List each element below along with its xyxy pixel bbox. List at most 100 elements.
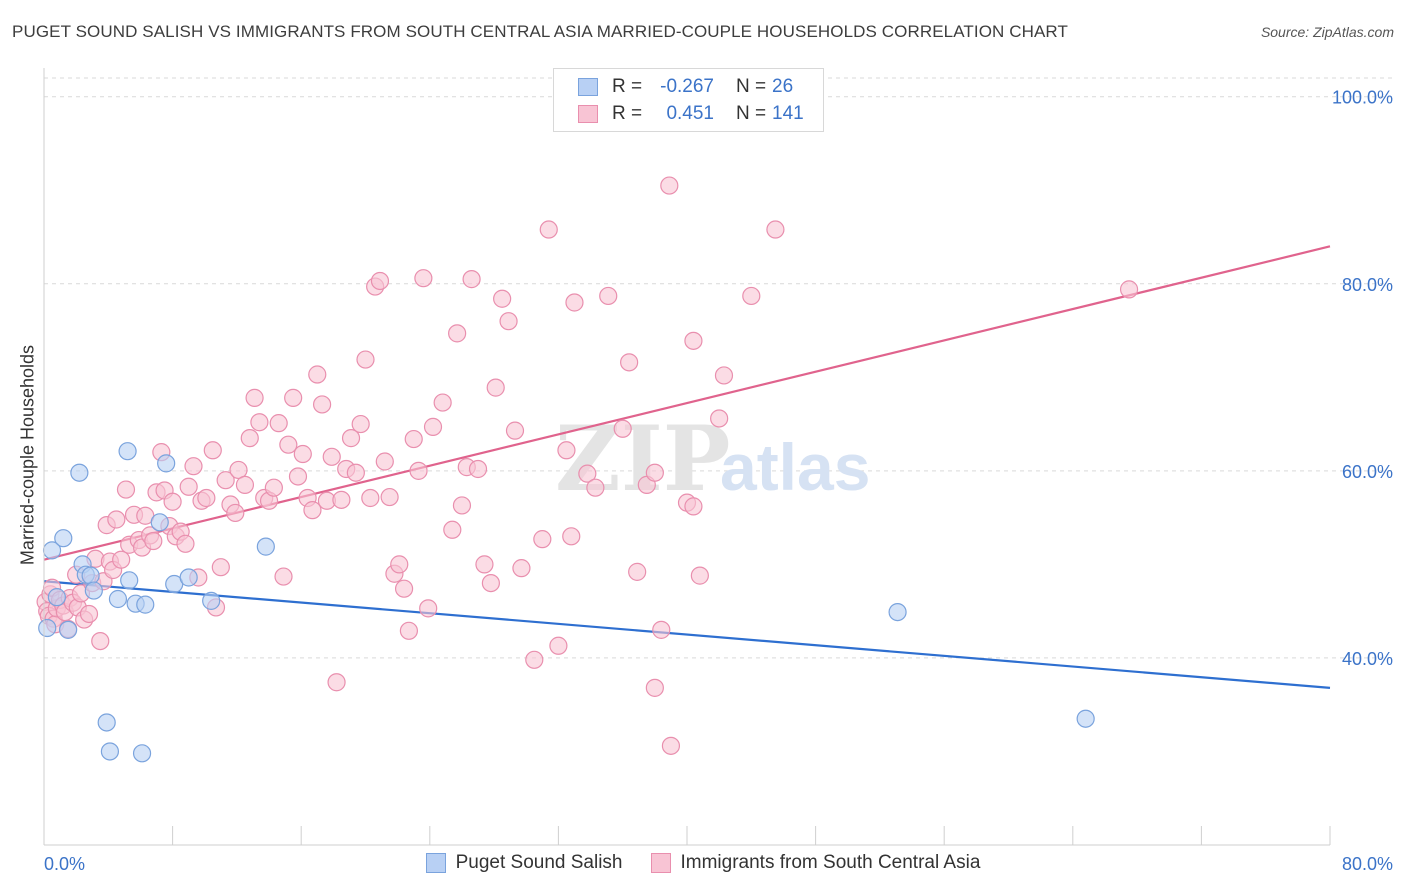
point-immigrants — [293, 444, 312, 464]
point-immigrants — [660, 176, 679, 195]
point-immigrants — [468, 459, 488, 479]
point-immigrants — [423, 417, 443, 436]
point-puget — [179, 568, 198, 587]
y-tick-label: 80.0% — [1342, 275, 1393, 295]
legend-item-puget[interactable]: Puget Sound Salish — [425, 852, 623, 874]
point-immigrants — [303, 501, 322, 520]
point-immigrants — [613, 419, 632, 438]
watermark-atlas: atlas — [720, 430, 870, 504]
point-immigrants — [1119, 280, 1139, 299]
point-immigrants — [226, 503, 245, 523]
point-immigrants — [332, 490, 351, 509]
y-tick-label: 40.0% — [1342, 649, 1393, 669]
point-immigrants — [486, 378, 505, 397]
point-immigrants — [557, 441, 576, 460]
stats-row-immigrants: R = 0.451 N = 141 — [554, 100, 804, 128]
trend-line-puget — [43, 580, 1331, 689]
point-immigrants — [562, 527, 581, 546]
legend-label-immigrants: Immigrants from South Central Asia — [680, 852, 981, 873]
point-immigrants — [322, 447, 341, 466]
point-immigrants — [356, 350, 375, 369]
point-puget — [97, 713, 116, 732]
point-immigrants — [684, 497, 703, 516]
point-immigrants — [645, 678, 664, 697]
stats-r-label: R = — [612, 76, 643, 97]
point-immigrants — [690, 566, 709, 585]
point-immigrants — [462, 270, 481, 289]
stats-n-label: N = — [736, 103, 767, 124]
point-puget — [202, 591, 221, 610]
point-immigrants — [661, 736, 681, 755]
point-immigrants — [240, 429, 259, 448]
point-immigrants — [452, 496, 472, 515]
point-puget — [157, 454, 176, 473]
point-puget — [150, 513, 169, 532]
point-immigrants — [448, 324, 467, 343]
x-tick-label: 80.0% — [1342, 854, 1393, 874]
point-puget — [70, 463, 89, 482]
stats-r-value: -0.267 — [660, 76, 714, 97]
y-tick-label: 100.0% — [1332, 88, 1393, 108]
point-immigrants — [399, 621, 419, 640]
watermark-zip: ZIP — [555, 406, 730, 512]
chart-title: PUGET SOUND SALISH VS IMMIGRANTS FROM SO… — [12, 22, 1068, 41]
point-immigrants — [475, 555, 494, 574]
point-immigrants — [499, 312, 518, 331]
source-credit: Source: ZipAtlas.com — [1260, 24, 1394, 40]
point-puget — [84, 581, 103, 600]
stats-swatch-immigrants — [578, 105, 598, 123]
point-immigrants — [620, 353, 639, 372]
point-immigrants — [361, 488, 380, 508]
point-immigrants — [279, 435, 298, 454]
point-puget — [47, 588, 66, 607]
point-immigrants — [414, 269, 433, 288]
point-immigrants — [112, 550, 131, 569]
point-immigrants — [327, 673, 346, 692]
point-puget — [100, 742, 120, 761]
point-immigrants — [375, 452, 394, 471]
point-immigrants — [586, 478, 605, 497]
point-immigrants — [245, 388, 264, 407]
point-immigrants — [269, 414, 288, 433]
point-immigrants — [409, 461, 428, 480]
point-immigrants — [264, 478, 283, 497]
point-immigrants — [404, 429, 423, 449]
point-immigrants — [512, 559, 531, 578]
point-immigrants — [742, 286, 761, 306]
point-immigrants — [346, 463, 365, 482]
point-immigrants — [274, 567, 293, 586]
legend-item-immigrants[interactable]: Immigrants from South Central Asia — [650, 852, 981, 874]
stats-n-label: N = — [736, 76, 767, 97]
point-immigrants — [229, 460, 248, 480]
point-immigrants — [443, 520, 462, 539]
point-puget — [120, 571, 139, 590]
point-immigrants — [176, 534, 195, 553]
point-immigrants — [493, 289, 512, 308]
point-puget — [132, 744, 152, 763]
point-immigrants — [525, 650, 544, 669]
point-puget — [108, 589, 128, 609]
point-immigrants — [91, 631, 110, 651]
point-puget — [59, 620, 78, 639]
point-puget — [136, 595, 155, 614]
stats-box: R = -0.267 N = 26 R = 0.451 N = 141 — [553, 68, 824, 132]
point-puget — [81, 566, 100, 585]
y-axis-label: Married-couple Households — [17, 344, 38, 566]
point-immigrants — [481, 573, 500, 593]
stats-n-value: 141 — [772, 103, 804, 124]
point-immigrants — [179, 477, 198, 496]
point-immigrants — [284, 388, 303, 407]
point-immigrants — [211, 558, 230, 577]
point-puget — [118, 442, 137, 461]
point-immigrants — [203, 441, 222, 460]
point-immigrants — [652, 620, 671, 639]
point-immigrants — [599, 286, 618, 306]
stats-swatch-puget — [578, 78, 598, 96]
point-immigrants — [394, 579, 414, 598]
point-immigrants — [216, 471, 235, 490]
y-tick-label: 60.0% — [1342, 462, 1393, 482]
legend-swatch-puget — [425, 853, 446, 873]
point-puget — [54, 529, 73, 548]
point-immigrants — [645, 463, 664, 482]
point-immigrants — [710, 409, 729, 428]
